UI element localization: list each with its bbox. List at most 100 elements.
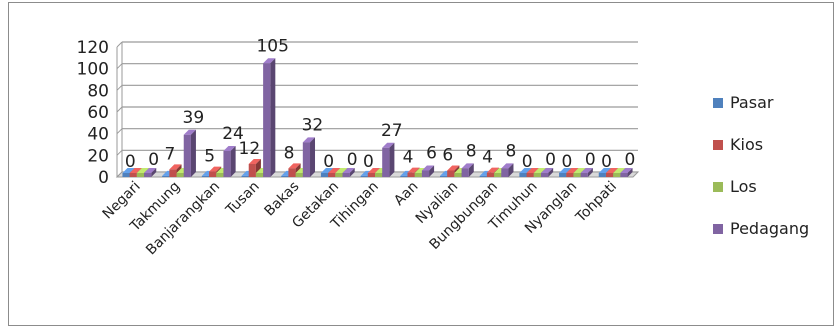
bar-los: [335, 173, 343, 177]
bar-los: [414, 173, 422, 177]
y-tick-label: 0: [98, 168, 109, 188]
bar-top: [122, 168, 135, 173]
bar-pasar: [360, 175, 368, 177]
bar-pedagang: [540, 173, 549, 177]
chart-frame: 0 20 40 60 80 100 120 Negari Takmung Banjarangka…: [8, 2, 834, 326]
bar-kios: [328, 173, 336, 177]
data-label: 6: [442, 146, 453, 166]
bar-top: [367, 168, 380, 173]
bar-side: [270, 58, 276, 177]
bar-los: [375, 173, 383, 177]
bar-pasar: [479, 175, 487, 177]
bar-pedagang: [501, 168, 509, 177]
bar-top: [580, 168, 593, 173]
bar-top: [540, 168, 554, 173]
bar-pasar: [320, 173, 329, 177]
bar-top: [136, 168, 150, 173]
bar-pedagang: [302, 142, 311, 177]
legend: Pasar Kios Los Pedagang: [713, 93, 809, 238]
bar-top: [598, 168, 611, 173]
data-label: 0: [585, 150, 596, 170]
bar-side: [190, 129, 196, 177]
bar-top: [382, 142, 395, 148]
bar-side: [508, 163, 514, 177]
bar-top: [605, 168, 619, 173]
data-label: 0: [601, 152, 612, 172]
data-label: 4: [403, 148, 414, 168]
bar-pedagang: [144, 173, 152, 177]
bar-side: [310, 137, 316, 177]
bar-los: [533, 173, 541, 177]
bar-los: [573, 173, 581, 177]
gridline-depth: [116, 149, 123, 156]
bar-side: [349, 168, 355, 177]
bar-top: [342, 168, 355, 173]
y-tick-label: 80: [87, 81, 109, 101]
bar-top: [526, 168, 539, 173]
bar-pedagang: [421, 170, 430, 177]
bar-pedagang: [580, 173, 588, 177]
gridline-depth: [116, 128, 123, 135]
bar-kios: [367, 173, 375, 177]
y-tick-label: 40: [87, 125, 109, 145]
bar-kios: [129, 173, 137, 177]
x-tick-label: Tusan: [222, 179, 262, 219]
data-label: 0: [323, 152, 334, 172]
bar-los: [613, 173, 621, 177]
bar-top: [288, 163, 301, 169]
bar-top: [533, 168, 546, 173]
gridline-depth: [116, 63, 123, 70]
bar-kios: [447, 170, 455, 177]
bar-kios: [486, 172, 495, 177]
legend-label: Kios: [730, 135, 763, 154]
bar-top: [501, 163, 514, 169]
bar-side: [389, 142, 395, 177]
bar-top: [407, 167, 420, 173]
x-tick-label: Tohpati: [572, 179, 620, 227]
y-tick-label: 60: [87, 103, 109, 123]
x-tick-label: Banjarangkan: [143, 179, 223, 259]
legend-label: Pasar: [730, 93, 774, 112]
x-tick-label: Aan: [391, 179, 421, 209]
bar-pedagang: [183, 134, 191, 177]
bar-pasar: [400, 175, 408, 177]
bar-los: [216, 173, 224, 177]
bar-los: [494, 173, 502, 177]
bar-pasar: [281, 175, 289, 177]
bar-kios: [566, 173, 574, 177]
bar-pedagang: [263, 63, 271, 177]
data-label: 8: [466, 141, 477, 161]
bar-top: [209, 166, 222, 172]
bar-top: [566, 168, 579, 173]
data-label: 12: [239, 139, 261, 159]
bar-side: [548, 168, 554, 177]
bar-pedagang: [461, 168, 469, 177]
data-label: 0: [363, 152, 374, 172]
bar-top: [129, 168, 142, 173]
data-label: 0: [545, 150, 556, 170]
bar-top: [302, 137, 316, 143]
bar-pasar: [439, 175, 448, 177]
bar-pasar: [201, 175, 210, 177]
data-label: 0: [561, 152, 572, 172]
data-label: 7: [165, 144, 176, 164]
bar-side: [587, 168, 593, 177]
bar-top: [421, 165, 435, 171]
bar-top: [320, 168, 334, 173]
bar-side: [468, 163, 474, 177]
y-tick-label: 120: [77, 38, 109, 58]
bar-top: [486, 167, 500, 173]
bar-los: [255, 173, 264, 177]
bar-kios: [407, 172, 415, 177]
bar-kios: [526, 173, 534, 177]
data-label: 0: [625, 150, 636, 170]
bar-pasar: [162, 175, 170, 177]
bar-pasar: [598, 173, 606, 177]
bar-top: [223, 146, 236, 151]
data-label: 8: [284, 143, 295, 163]
bar-top: [573, 168, 586, 173]
bar-top: [144, 168, 157, 173]
